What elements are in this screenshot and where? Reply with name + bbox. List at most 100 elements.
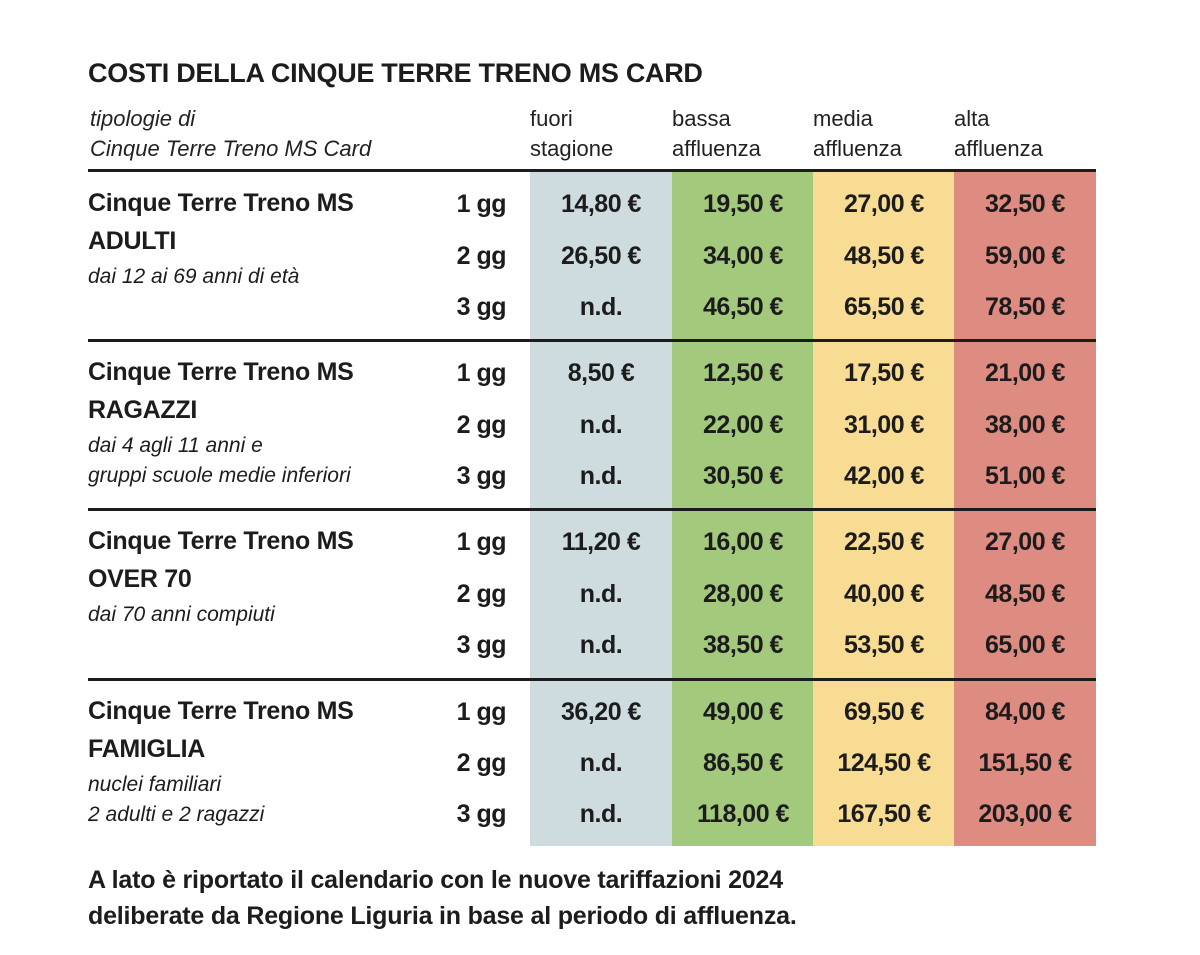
col-header-media-affluenza: media affluenza	[813, 104, 902, 164]
price-cell: 51,00 €	[985, 462, 1065, 490]
price-cell: 40,00 €	[844, 580, 924, 608]
price-cell: 12,50 €	[703, 359, 783, 387]
category-description: dai 70 anni compiuti	[88, 603, 275, 626]
duration-label: 2 gg	[456, 411, 507, 439]
footer-note: A lato è riportato il calendario con le …	[88, 862, 797, 934]
col-header-line1: alta	[954, 106, 990, 131]
price-cell: n.d.	[579, 462, 623, 490]
price-cell: 65,50 €	[844, 293, 924, 321]
price-cell: 32,50 €	[985, 190, 1065, 218]
price-cell: 8,50 €	[567, 359, 635, 387]
price-cell: 22,50 €	[844, 528, 924, 556]
type-header-line2: Cinque Terre Treno MS Card	[90, 136, 372, 161]
category-description-line1: nuclei familiari	[88, 773, 222, 796]
page-title: COSTI DELLA CINQUE TERRE TRENO MS CARD	[88, 58, 703, 88]
category-description: nuclei familiari 2 adulti e 2 ragazzi	[88, 770, 438, 830]
price-cell: 17,50 €	[844, 359, 924, 387]
col-header-alta-affluenza: alta affluenza	[954, 104, 1043, 164]
footer-note-line1: A lato è riportato il calendario con le …	[88, 866, 783, 894]
col-header-line2: affluenza	[813, 136, 902, 161]
duration-label: 1 gg	[456, 190, 507, 218]
duration-label: 2 gg	[456, 242, 507, 270]
price-cell: n.d.	[579, 411, 623, 439]
price-cell: 86,50 €	[703, 749, 783, 777]
price-cell: 30,50 €	[703, 462, 783, 490]
header-rule	[88, 169, 1096, 172]
price-cell: 36,20 €	[561, 698, 641, 726]
type-header: tipologie di Cinque Terre Treno MS Card	[90, 104, 371, 164]
category-name: Cinque Terre Treno MS	[88, 358, 354, 386]
col-header-line1: fuori	[530, 106, 573, 131]
price-cell: 19,50 €	[703, 190, 783, 218]
price-cell: n.d.	[579, 293, 623, 321]
col-header-fuori-stagione: fuori stagione	[530, 104, 613, 164]
price-cell: 21,00 €	[985, 359, 1065, 387]
price-cell: 31,00 €	[844, 411, 924, 439]
duration-label: 3 gg	[456, 293, 507, 321]
col-header-line2: affluenza	[672, 136, 761, 161]
price-cell: 11,20 €	[561, 528, 641, 556]
footer-note-line2: deliberate da Regione Liguria in base al…	[88, 902, 797, 930]
price-cell: 167,50 €	[837, 800, 931, 828]
price-cell: 59,00 €	[985, 242, 1065, 270]
price-cell: 34,00 €	[703, 242, 783, 270]
price-cell: 38,00 €	[985, 411, 1065, 439]
price-cell: n.d.	[579, 580, 623, 608]
duration-label: 3 gg	[456, 800, 507, 828]
price-cell: n.d.	[579, 631, 623, 659]
category-ragazzi: Cinque Terre Treno MS RAGAZZI dai 4 agli…	[88, 353, 438, 491]
price-cell: 27,00 €	[844, 190, 924, 218]
price-cell: 84,00 €	[985, 698, 1065, 726]
category-over-70: Cinque Terre Treno MS OVER 70 dai 70 ann…	[88, 522, 438, 630]
price-cell: 151,50 €	[978, 749, 1072, 777]
price-cell: 26,50 €	[561, 242, 641, 270]
category-type: FAMIGLIA	[88, 735, 206, 763]
section-divider	[88, 508, 1096, 511]
category-famiglia: Cinque Terre Treno MS FAMIGLIA nuclei fa…	[88, 692, 438, 830]
duration-label: 1 gg	[456, 528, 507, 556]
price-cell: 28,00 €	[703, 580, 783, 608]
price-cell: 124,50 €	[837, 749, 931, 777]
category-type: ADULTI	[88, 227, 176, 255]
category-name: Cinque Terre Treno MS	[88, 527, 354, 555]
category-type: OVER 70	[88, 565, 192, 593]
duration-label: 2 gg	[456, 580, 507, 608]
category-description: dai 12 ai 69 anni di età	[88, 265, 300, 288]
price-cell: n.d.	[579, 800, 623, 828]
duration-label: 1 gg	[456, 359, 507, 387]
category-description-line1: dai 4 agli 11 anni e	[88, 434, 263, 457]
category-name: Cinque Terre Treno MS	[88, 189, 354, 217]
section-divider	[88, 339, 1096, 342]
price-cell: 46,50 €	[703, 293, 783, 321]
price-cell: 22,00 €	[703, 411, 783, 439]
price-cell: 48,50 €	[985, 580, 1065, 608]
category-adulti: Cinque Terre Treno MS ADULTI dai 12 ai 6…	[88, 184, 438, 292]
price-cell: 14,80 €	[561, 190, 641, 218]
duration-label: 3 gg	[456, 462, 507, 490]
duration-label: 3 gg	[456, 631, 507, 659]
price-cell: 42,00 €	[844, 462, 924, 490]
col-header-line2: affluenza	[954, 136, 1043, 161]
price-cell: 118,00 €	[697, 800, 789, 828]
price-cell: 48,50 €	[844, 242, 924, 270]
type-header-line1: tipologie di	[90, 106, 196, 131]
col-header-line1: bassa	[672, 106, 731, 131]
category-name: Cinque Terre Treno MS	[88, 697, 354, 725]
price-cell: n.d.	[579, 749, 623, 777]
price-cell: 38,50 €	[703, 631, 783, 659]
col-header-bassa-affluenza: bassa affluenza	[672, 104, 761, 164]
price-cell: 49,00 €	[703, 698, 783, 726]
category-description-line2: gruppi scuole medie inferiori	[88, 464, 351, 487]
price-cell: 203,00 €	[978, 800, 1072, 828]
price-cell: 16,00 €	[703, 528, 783, 556]
price-cell: 69,50 €	[844, 698, 924, 726]
price-cell: 27,00 €	[985, 528, 1065, 556]
section-divider	[88, 678, 1096, 681]
col-header-line1: media	[813, 106, 873, 131]
col-header-line2: stagione	[530, 136, 614, 161]
price-cell: 53,50 €	[844, 631, 924, 659]
duration-label: 1 gg	[456, 698, 507, 726]
category-description-line2: 2 adulti e 2 ragazzi	[88, 803, 265, 826]
duration-label: 2 gg	[456, 749, 507, 777]
price-cell: 78,50 €	[985, 293, 1065, 321]
